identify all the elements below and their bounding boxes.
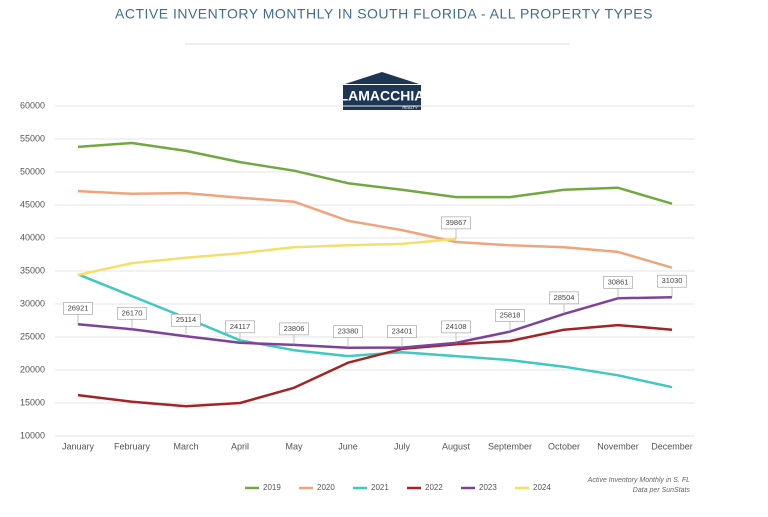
x-tick-label: August: [442, 441, 471, 451]
legend-label: 2024: [533, 483, 551, 492]
y-tick-label: 55000: [20, 133, 45, 143]
series-line: [77, 141, 673, 205]
y-tick-label: 50000: [20, 166, 45, 176]
label-box: [603, 276, 633, 289]
data-label: 23806: [284, 324, 305, 333]
note: Active Inventory Monthly in S. FL: [587, 477, 690, 484]
x-tick-label: January: [62, 441, 95, 451]
y-tick-label: 15000: [20, 397, 45, 407]
note: Data per SunStats: [633, 487, 691, 494]
y-tick-label: 40000: [20, 232, 45, 242]
y-tick-label: 45000: [20, 199, 45, 209]
logo-roof: [345, 72, 419, 84]
label-box: [117, 306, 147, 320]
series-line: [77, 237, 457, 277]
legend-label: 2020: [317, 483, 335, 492]
x-tick-label: March: [173, 441, 198, 451]
data-label: 23401: [392, 327, 413, 336]
logo-tagline: REALTY: [402, 105, 418, 110]
label-box: [549, 291, 579, 305]
label-box: [495, 309, 525, 322]
data-label: 26170: [122, 308, 143, 317]
x-tick-label: November: [597, 441, 639, 451]
x-tick-label: February: [114, 441, 151, 451]
y-tick-label: 35000: [20, 265, 45, 275]
data-label: 24117: [230, 322, 250, 331]
logo: LAMACCHIA REALTY: [340, 72, 425, 110]
data-label: 26921: [68, 303, 89, 312]
label-box: [63, 302, 93, 315]
series-line: [77, 295, 673, 349]
chart-title: ACTIVE INVENTORY MONTHLY IN SOUTH FLORID…: [115, 6, 653, 22]
data-label: 25114: [176, 315, 196, 324]
series-line: [77, 323, 673, 408]
x-tick-label: October: [548, 441, 580, 451]
label-box: [387, 325, 417, 338]
x-tick-label: July: [394, 441, 411, 451]
legend-label: 2021: [371, 483, 389, 492]
label-box: [225, 320, 255, 334]
y-tick-label: 60000: [20, 100, 45, 110]
y-tick-label: 30000: [20, 298, 45, 308]
logo-name: LAMACCHIA: [340, 88, 425, 104]
data-label: 30861: [608, 277, 629, 286]
data-label: 24108: [446, 322, 467, 331]
data-label: 23380: [338, 327, 359, 336]
x-tick-label: September: [488, 441, 532, 451]
series-line: [77, 189, 673, 269]
x-tick-label: December: [651, 441, 693, 451]
data-label: 39867: [446, 218, 467, 227]
label-box: [279, 322, 309, 336]
x-tick-label: April: [231, 441, 249, 451]
legend-label: 2022: [425, 483, 443, 492]
y-tick-label: 20000: [20, 364, 45, 374]
data-label: 31030: [662, 276, 683, 285]
y-tick-label: 10000: [20, 430, 45, 440]
y-tick-label: 25000: [20, 331, 45, 341]
legend-label: 2019: [263, 483, 281, 492]
label-box: [441, 216, 471, 230]
data-label: 28504: [554, 293, 575, 302]
label-box: [441, 320, 471, 334]
x-tick-label: June: [338, 441, 358, 451]
legend-label: 2023: [479, 483, 497, 492]
x-tick-label: May: [285, 441, 303, 451]
label-box: [657, 274, 687, 288]
data-label: 25818: [500, 311, 521, 320]
label-box: [171, 313, 201, 327]
label-box: [333, 325, 363, 338]
